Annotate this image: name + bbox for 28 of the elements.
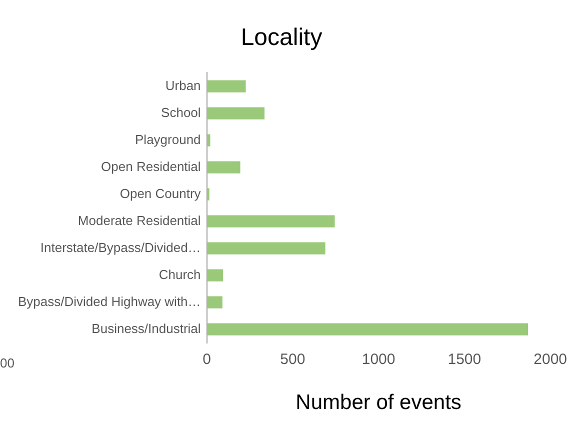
- x-tick-label: 0: [202, 350, 211, 368]
- bar: [206, 134, 210, 146]
- x-axis-title: Number of events: [296, 391, 462, 414]
- bar: [206, 323, 528, 336]
- y-tick-label: School: [161, 104, 201, 120]
- chart-title: Locality: [240, 24, 322, 52]
- bar: [206, 80, 246, 92]
- bar: [206, 242, 326, 254]
- y-tick-label: Playground: [135, 132, 201, 147]
- y-tick-label: Open Residential: [101, 158, 201, 174]
- y-tick-label: Church: [158, 266, 201, 282]
- x-tick-label: 500: [280, 350, 306, 368]
- text: 00: [0, 355, 14, 370]
- bar: [206, 161, 240, 174]
- y-tick-label: Bypass/Divided Highway with…: [18, 294, 201, 309]
- bar: [206, 188, 210, 200]
- y-tick-label: Interstate/Bypass/Divided…: [40, 240, 201, 255]
- bar: [206, 107, 265, 120]
- y-tick-label: Moderate Residential: [78, 212, 201, 228]
- x-tick-label: 1500: [448, 350, 482, 368]
- bar: [206, 296, 222, 308]
- bar: [206, 215, 335, 228]
- x-tick-label: 1000: [362, 350, 396, 368]
- y-tick-label: Open Country: [120, 186, 202, 201]
- y-tick-label: Urban: [165, 78, 201, 93]
- bar: [206, 269, 224, 282]
- y-tick-label: Business/Industrial: [92, 320, 201, 336]
- x-tick-label: 2000: [534, 350, 568, 368]
